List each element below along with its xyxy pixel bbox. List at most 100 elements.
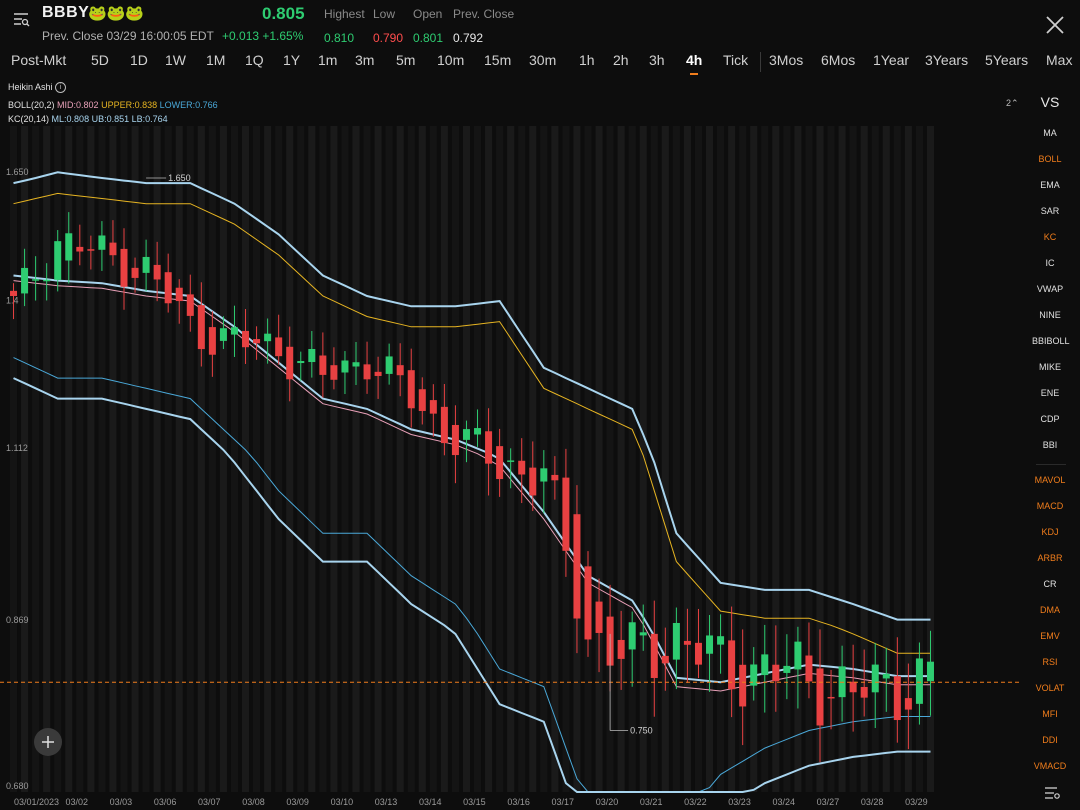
tf-1q[interactable]: 1Q xyxy=(245,52,264,68)
tf-15min[interactable]: 15m xyxy=(484,52,512,68)
candle-body xyxy=(871,664,879,693)
session-stripe xyxy=(772,126,780,792)
indicator-ene[interactable]: ENE xyxy=(1040,388,1060,398)
indicator-mike[interactable]: MIKE xyxy=(1038,362,1061,372)
session-selector[interactable]: Post-Mkt xyxy=(11,52,67,68)
tf-1w[interactable]: 1W xyxy=(165,52,186,68)
tf-4h[interactable]: 4h xyxy=(686,52,703,68)
candle-body xyxy=(330,365,338,380)
x-tick-label: 03/08 xyxy=(242,797,265,807)
range-3mos[interactable]: 3Mos xyxy=(769,52,804,68)
stat-value: 0.792 xyxy=(453,31,484,45)
candle-body xyxy=(385,356,393,374)
indicator-ema[interactable]: EMA xyxy=(1040,180,1060,190)
price-chart[interactable]: 1.650 1.112 0.869 0.680 1.4 03/01/2023 03/02 03… xyxy=(0,96,1028,810)
session-stripe xyxy=(783,126,791,792)
tf-1d[interactable]: 1D xyxy=(130,52,148,68)
candle-body xyxy=(496,446,504,480)
menu-search-icon[interactable] xyxy=(12,10,30,28)
boll-upper: UPPER:0.838 xyxy=(101,100,158,110)
indicator-boll[interactable]: BOLL xyxy=(1038,154,1062,164)
tf-10min[interactable]: 10m xyxy=(437,52,465,68)
session-stripe xyxy=(175,126,183,792)
tf-3min[interactable]: 3m xyxy=(355,52,375,68)
candle-body xyxy=(639,632,647,636)
session-stripe xyxy=(219,126,227,792)
candle-body xyxy=(363,364,371,380)
indicator-cdp[interactable]: CDP xyxy=(1040,414,1060,424)
kc-mid-line xyxy=(13,274,931,684)
close-icon[interactable] xyxy=(1044,14,1066,36)
add-drawing-button[interactable] xyxy=(34,728,62,756)
session-stripe xyxy=(728,126,736,792)
candle-body xyxy=(518,460,526,475)
stat-label: Prev. Close xyxy=(453,7,515,21)
session-stripe xyxy=(54,126,62,792)
indicator-nine[interactable]: NINE xyxy=(1039,310,1061,320)
candle-body xyxy=(926,661,934,682)
range-6mos[interactable]: 6Mos xyxy=(821,52,856,68)
indicator-kc[interactable]: KC xyxy=(1043,232,1057,242)
sub-indicator-ddi[interactable]: DDI xyxy=(1042,735,1058,745)
tf-1y[interactable]: 1Y xyxy=(283,52,301,68)
session-stripe xyxy=(838,126,846,792)
candle-body xyxy=(418,389,426,411)
session-stripe xyxy=(805,126,813,792)
candle-body xyxy=(43,279,51,282)
range-1year[interactable]: 1Year xyxy=(873,52,910,68)
settings-icon[interactable] xyxy=(1044,785,1060,801)
x-tick-label: 03/01/2023 xyxy=(14,797,59,807)
candle-body xyxy=(893,676,901,721)
y-tick-label: 1.112 xyxy=(6,443,28,453)
indicator-ma[interactable]: MA xyxy=(1043,128,1057,138)
sub-indicator-kdj[interactable]: KDJ xyxy=(1041,527,1059,537)
candle-body xyxy=(407,370,415,409)
collapse-toggle[interactable]: 2⌃ xyxy=(1006,98,1019,108)
indicator-vwap[interactable]: VWAP xyxy=(1036,284,1064,294)
kc-legend: KC(20,14) ML:0.808 UB:0.851 LB:0.764 xyxy=(8,114,168,124)
range-3years[interactable]: 3Years xyxy=(925,52,969,68)
tf-tick[interactable]: Tick xyxy=(723,52,749,68)
range-5years[interactable]: 5Years xyxy=(985,52,1029,68)
session-stripe xyxy=(286,126,294,792)
indicator-bbiboll[interactable]: BBIBOLL xyxy=(1032,336,1070,346)
x-tick-label: 03/20 xyxy=(596,797,619,807)
session-stripe xyxy=(871,126,879,792)
sub-indicator-macd[interactable]: MACD xyxy=(1036,501,1064,511)
sub-indicator-rsi[interactable]: RSI xyxy=(1042,657,1058,667)
candle-body xyxy=(429,400,437,414)
sub-indicator-vmacd[interactable]: VMACD xyxy=(1033,761,1067,771)
candle-body xyxy=(595,601,603,633)
indicator-sar[interactable]: SAR xyxy=(1040,206,1060,216)
vs-button[interactable]: VS xyxy=(1040,94,1060,110)
tf-3h[interactable]: 3h xyxy=(649,52,665,68)
sub-indicator-cr[interactable]: CR xyxy=(1043,579,1057,589)
chart-type-label[interactable]: Heikin Ashi i xyxy=(8,82,67,94)
indicator-ic[interactable]: IC xyxy=(1045,258,1055,268)
tf-1m-month[interactable]: 1M xyxy=(206,52,226,68)
candle-body xyxy=(562,477,570,551)
tf-2h[interactable]: 2h xyxy=(613,52,629,68)
indicator-bbi[interactable]: BBI xyxy=(1042,440,1058,450)
sub-indicator-arbr[interactable]: ARBR xyxy=(1037,553,1063,563)
session-stripe xyxy=(65,126,73,792)
candle-body xyxy=(21,267,29,294)
prev-close-time: Prev. Close 03/29 16:00:05 EDT xyxy=(42,29,214,43)
kc-ub: UB:0.851 xyxy=(91,114,130,124)
tf-1min[interactable]: 1m xyxy=(318,52,338,68)
tf-1h[interactable]: 1h xyxy=(579,52,595,68)
range-max[interactable]: Max xyxy=(1046,52,1073,68)
tf-5min[interactable]: 5m xyxy=(396,52,416,68)
tf-5d[interactable]: 5D xyxy=(91,52,109,68)
candle-body xyxy=(297,361,305,364)
session-stripe xyxy=(120,126,128,792)
sub-indicator-emv[interactable]: EMV xyxy=(1040,631,1060,641)
sub-indicator-mfi[interactable]: MFI xyxy=(1042,709,1058,719)
sub-indicator-dma[interactable]: DMA xyxy=(1040,605,1060,615)
sub-indicator-volat[interactable]: VOLAT xyxy=(1035,683,1065,693)
info-icon[interactable]: i xyxy=(55,82,67,94)
sub-indicator-mavol[interactable]: MAVOL xyxy=(1034,475,1066,485)
tf-30min[interactable]: 30m xyxy=(529,52,557,68)
stat-label: Highest xyxy=(324,7,365,21)
session-stripe xyxy=(904,126,912,792)
